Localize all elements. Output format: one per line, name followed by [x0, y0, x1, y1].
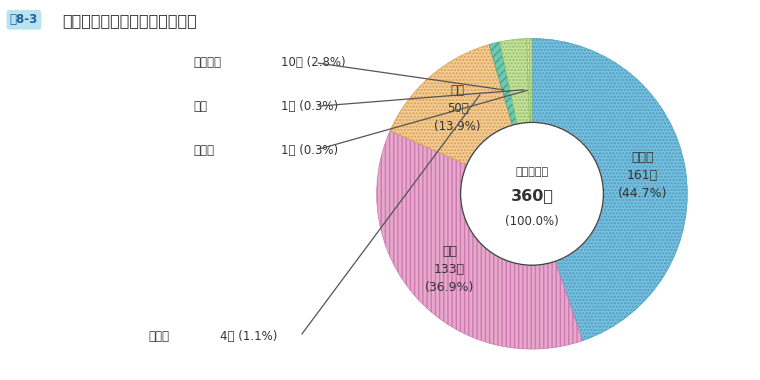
- Text: (100.0%): (100.0%): [505, 215, 559, 228]
- Text: アフリカ: アフリカ: [194, 56, 222, 69]
- Text: 北米
50人
(13.9%): 北米 50人 (13.9%): [435, 84, 481, 133]
- Text: 1人 (0.3%): 1人 (0.3%): [281, 144, 338, 157]
- Text: アジア
161人
(44.7%): アジア 161人 (44.7%): [618, 151, 667, 200]
- Text: 10人 (2.8%): 10人 (2.8%): [281, 56, 346, 69]
- Wedge shape: [390, 44, 512, 165]
- Wedge shape: [527, 38, 530, 122]
- Wedge shape: [377, 131, 583, 349]
- Text: 4人 (1.1%): 4人 (1.1%): [220, 330, 277, 343]
- Text: 1人 (0.3%): 1人 (0.3%): [281, 100, 338, 113]
- Text: 令和元年度末派遣先地域別状況: 令和元年度末派遣先地域別状況: [62, 13, 197, 28]
- Text: 中南米: 中南米: [148, 330, 169, 343]
- Text: 大洋州: 大洋州: [194, 144, 215, 157]
- Text: 欧州
133人
(36.9%): 欧州 133人 (36.9%): [425, 245, 474, 294]
- Text: 図8-3: 図8-3: [10, 13, 38, 26]
- Text: 派遣者総数: 派遣者総数: [515, 167, 549, 177]
- Circle shape: [461, 122, 603, 265]
- Wedge shape: [529, 38, 532, 122]
- Wedge shape: [532, 38, 687, 340]
- Wedge shape: [500, 39, 530, 124]
- Text: 360人: 360人: [511, 188, 553, 203]
- Text: 中東: 中東: [194, 100, 207, 113]
- Wedge shape: [489, 42, 517, 125]
